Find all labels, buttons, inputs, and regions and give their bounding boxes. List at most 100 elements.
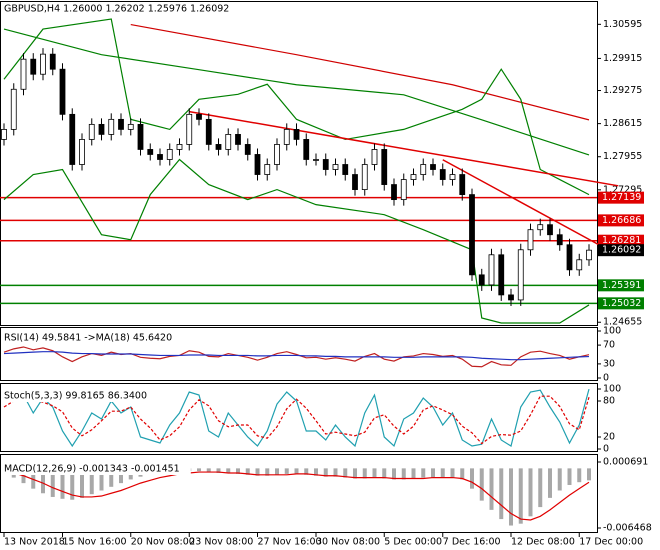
level-tag: [598, 234, 644, 247]
trend-line: [442, 159, 609, 251]
candle-body: [381, 149, 388, 185]
histogram-bar: [333, 468, 338, 477]
level-tag-label: 1.25391: [602, 280, 641, 291]
candle-body: [108, 118, 115, 135]
panel-frames: [0, 1, 598, 533]
candle-body: [30, 58, 37, 75]
panel-title-bg: [2, 390, 163, 402]
candle-body: [118, 118, 124, 130]
histogram-bar: [343, 468, 348, 478]
histogram-bar: [275, 468, 279, 475]
histogram-bar: [401, 468, 406, 480]
histogram-bar: [245, 468, 250, 475]
candle-body: [137, 123, 144, 150]
histogram-bar: [528, 468, 533, 517]
candle-body: [498, 254, 505, 296]
stoch-panel: [0, 383, 598, 452]
level-tag: [598, 191, 644, 204]
x-tick-label: 30 Nov 08:00: [316, 537, 380, 548]
histogram-bar: [460, 468, 465, 480]
candle-body: [547, 224, 553, 236]
candle-body: [147, 149, 154, 155]
last-price-label: 1.26092: [602, 245, 641, 256]
candle-body: [420, 164, 427, 175]
histogram-bar: [557, 468, 562, 491]
candle-body: [254, 154, 261, 175]
histogram-bar: [411, 468, 416, 479]
candle-body: [20, 58, 27, 90]
x-tick-label: 23 Nov 08:00: [189, 537, 253, 548]
candle-body: [1, 128, 7, 140]
candle-body: [176, 144, 183, 150]
level-tag: [598, 297, 644, 310]
histogram-bar: [499, 468, 504, 520]
histogram-bar: [70, 468, 75, 500]
candle-body: [459, 174, 466, 195]
candle-body: [322, 159, 329, 170]
candle-body: [186, 113, 193, 145]
histogram-bar: [587, 468, 591, 481]
candle-body: [88, 123, 95, 140]
candle-body: [391, 184, 397, 201]
y-tick-label: 1.29915: [603, 53, 642, 64]
candle-body: [517, 249, 524, 301]
y-tick-label: 70: [603, 340, 615, 351]
candle-body: [352, 174, 358, 190]
indicator-line: [3, 470, 590, 521]
histogram-bar: [323, 468, 328, 477]
histogram-bar: [489, 468, 494, 510]
panel-title: Stoch(5,3,3) 99.8165 86.3400: [4, 391, 147, 402]
candle-body: [10, 88, 17, 130]
y-tick-label: 1.27295: [603, 184, 642, 195]
histogram-bar: [99, 468, 104, 491]
candle-body: [40, 53, 46, 75]
candle-body: [157, 154, 163, 160]
histogram-bar: [41, 468, 45, 494]
panel-title-bg: [2, 332, 186, 344]
histogram-bar: [226, 468, 231, 473]
candle-body: [342, 164, 349, 175]
candle-body: [293, 128, 300, 140]
level-tag-label: 1.26281: [602, 235, 641, 246]
indicator-line: [3, 346, 590, 368]
histogram-bar: [509, 468, 513, 526]
histogram-bar: [382, 468, 387, 479]
candle-body: [303, 139, 310, 160]
histogram-bar: [89, 468, 94, 495]
candle-body: [215, 144, 222, 150]
x-tick-label: 7 Dec 16:00: [443, 537, 501, 548]
histogram-bar: [353, 468, 357, 479]
histogram-bar: [421, 468, 426, 478]
indicator-line: [130, 23, 590, 121]
panel-title: RSI(14) 49.5841 ->MA(18) 45.6420: [4, 333, 172, 344]
y-tick-label: 20: [603, 432, 615, 443]
x-tick-label: 27 Nov 16:00: [258, 537, 322, 548]
y-tick-label: 0: [603, 444, 609, 455]
candle-body: [566, 244, 573, 271]
candle-body: [98, 123, 105, 135]
candle-body: [332, 164, 339, 170]
histogram-bar: [197, 468, 201, 472]
histogram-bar: [431, 468, 435, 478]
candle-body: [283, 128, 290, 145]
candle-body: [225, 134, 232, 150]
histogram-bar: [372, 468, 377, 478]
x-tick-label: 20 Nov 08:00: [131, 537, 195, 548]
y-tick-label: 100: [603, 326, 621, 337]
candle-body: [244, 144, 251, 155]
candle-body: [69, 113, 76, 165]
candle-body: [264, 164, 271, 175]
level-tag-label: 1.27139: [602, 192, 641, 203]
y-tick-label: 1.27955: [603, 151, 642, 162]
histogram-bar: [548, 468, 552, 498]
y-tick-label: 30: [603, 358, 615, 369]
x-tick-label: 15 Nov 16:00: [63, 537, 127, 548]
indicator-line: [3, 351, 590, 361]
y-tick-label: 1.28615: [603, 118, 642, 129]
panel-title: GBPUSD,H4 1.26000 1.26202 1.25976 1.2609…: [4, 4, 229, 15]
trend-line: [189, 110, 619, 187]
candle-body: [196, 113, 202, 120]
x-tick-label: 12 Dec 08:00: [511, 537, 575, 548]
candle-body: [361, 164, 368, 190]
histogram-bar: [577, 468, 582, 483]
